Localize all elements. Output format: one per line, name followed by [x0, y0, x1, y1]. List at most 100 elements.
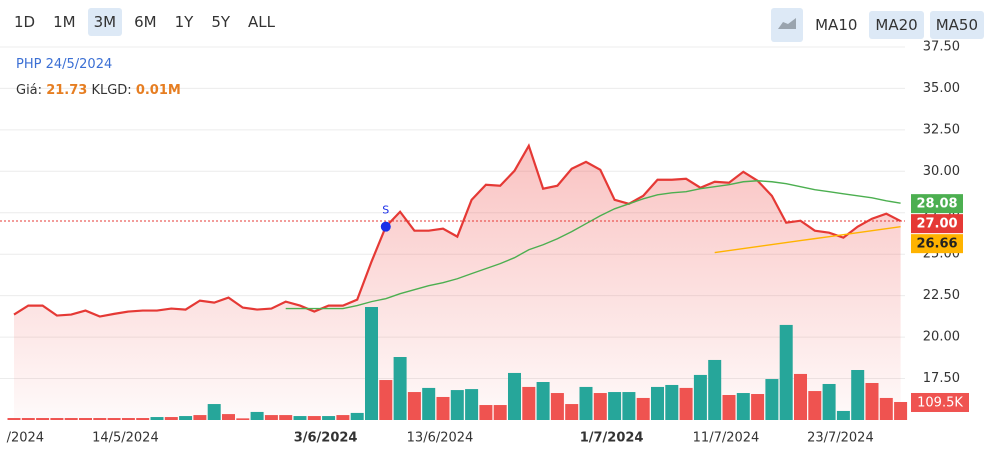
volume-bar [365, 307, 378, 420]
range-button[interactable]: 1Y [174, 13, 194, 31]
volume-bar [722, 394, 736, 420]
last-value-badge [911, 214, 963, 234]
volume-bar [207, 404, 221, 420]
last-value-label: 27.00 [916, 217, 957, 232]
last-value-badge [911, 194, 963, 214]
indicator-selector: MA10 MA20 MA50 [771, 8, 984, 42]
y-tick-label: 17.50 [923, 371, 960, 386]
volume-bar [21, 418, 35, 420]
volume-bar [536, 382, 550, 420]
volume-bar [765, 379, 779, 420]
volume-bar [136, 418, 150, 420]
y-tick-label: 30.00 [923, 164, 960, 179]
volume-bar [751, 394, 765, 420]
volume-bar [150, 417, 164, 420]
range-button[interactable]: 5Y [211, 13, 231, 31]
volume-bar [64, 418, 78, 420]
indicator-button[interactable]: MA10 [815, 16, 858, 34]
volume-bar [79, 418, 92, 420]
volume-bar [508, 372, 521, 420]
range-button[interactable]: 1D [14, 13, 36, 31]
price-line [13, 143, 902, 318]
x-tick-label: 1/7/2024 [580, 431, 644, 446]
volume-bar [808, 391, 822, 420]
chart-type-button[interactable] [771, 8, 804, 42]
y-tick-label: 37.50 [923, 39, 960, 54]
signal-marker [380, 221, 391, 232]
volume-bar [550, 393, 564, 420]
info-title: PHP 24/5/2024 [16, 57, 113, 72]
volume-bar [407, 392, 421, 420]
volume-bar [250, 411, 264, 420]
volume-bar [236, 418, 250, 420]
range-selector: 1D 1M 3M 6M 1Y 5Y ALL [8, 8, 281, 36]
volume-bar [794, 373, 807, 420]
volume-value: 0.01M [135, 83, 181, 98]
volume-bar [121, 418, 135, 420]
x-tick-label: 23/7/2024 [807, 431, 874, 446]
volume-bar [264, 415, 278, 420]
volume-bar [479, 405, 493, 420]
volume-bar [422, 387, 436, 420]
volume-bar [651, 386, 664, 420]
indicator-button[interactable]: MA50 [929, 11, 984, 39]
volume-bar [565, 404, 579, 420]
volume-bar [679, 387, 693, 420]
price-label: Giá: [16, 83, 43, 98]
y-tick-label: 20.00 [923, 330, 960, 345]
volume-bar [279, 415, 293, 420]
range-button[interactable]: 1M [53, 13, 76, 31]
volume-bar [836, 410, 850, 420]
x-tick-label: 11/7/2024 [693, 431, 760, 446]
volume-bar [7, 418, 21, 420]
volume-bar [851, 369, 865, 420]
volume-bar [322, 416, 336, 420]
x-tick-label: 3/6/2024 [294, 431, 358, 446]
volume-bar [708, 359, 722, 420]
range-button[interactable]: 3M [87, 8, 123, 36]
range-button[interactable]: 6M [134, 13, 157, 31]
volume-bar [865, 382, 879, 420]
volume-bar [493, 405, 507, 420]
volume-bar [450, 390, 464, 420]
range-button[interactable]: ALL [248, 13, 276, 31]
volume-bar [736, 393, 750, 420]
volume-bar [693, 374, 707, 420]
volume-bar [822, 383, 836, 420]
volume-bar [465, 389, 479, 420]
ma-line [714, 225, 901, 254]
volume-bar [879, 397, 893, 420]
volume-bar [894, 401, 908, 420]
signal-label: S [382, 204, 389, 217]
volume-badge [911, 392, 969, 412]
last-value-label: 28.08 [916, 197, 957, 212]
volume-bar [50, 418, 64, 420]
price-area [14, 145, 901, 420]
volume-bar [636, 397, 650, 420]
volume-bar [622, 392, 636, 420]
hover-info: PHP 24/5/2024 Giá: 21.73 KLGD: 0.01M [16, 52, 181, 104]
last-value-label: 26.66 [916, 237, 957, 252]
info-line: Giá: 21.73 KLGD: 0.01M [16, 78, 181, 104]
volume-badge-label: 109.5K [917, 395, 963, 410]
volume-label: KLGD: [91, 83, 132, 98]
volume-bar [336, 415, 350, 420]
y-tick-label: 22.50 [923, 288, 960, 303]
volume-bar [107, 418, 121, 420]
volume-bar [379, 380, 393, 420]
volume-bar [393, 357, 407, 420]
x-tick-label: 13/6/2024 [407, 431, 474, 446]
y-tick-label: 32.50 [923, 122, 960, 137]
x-tick-label: /2024 [7, 431, 44, 446]
volume-bar [93, 418, 107, 420]
y-tick-label: 35.00 [923, 81, 960, 96]
x-tick-label: 14/5/2024 [92, 431, 159, 446]
ma-line [285, 180, 901, 310]
volume-bar [522, 386, 536, 420]
indicator-button[interactable]: MA20 [869, 11, 924, 39]
volume-bar [579, 386, 593, 420]
volume-bar [665, 384, 679, 420]
volume-bar [779, 324, 793, 420]
